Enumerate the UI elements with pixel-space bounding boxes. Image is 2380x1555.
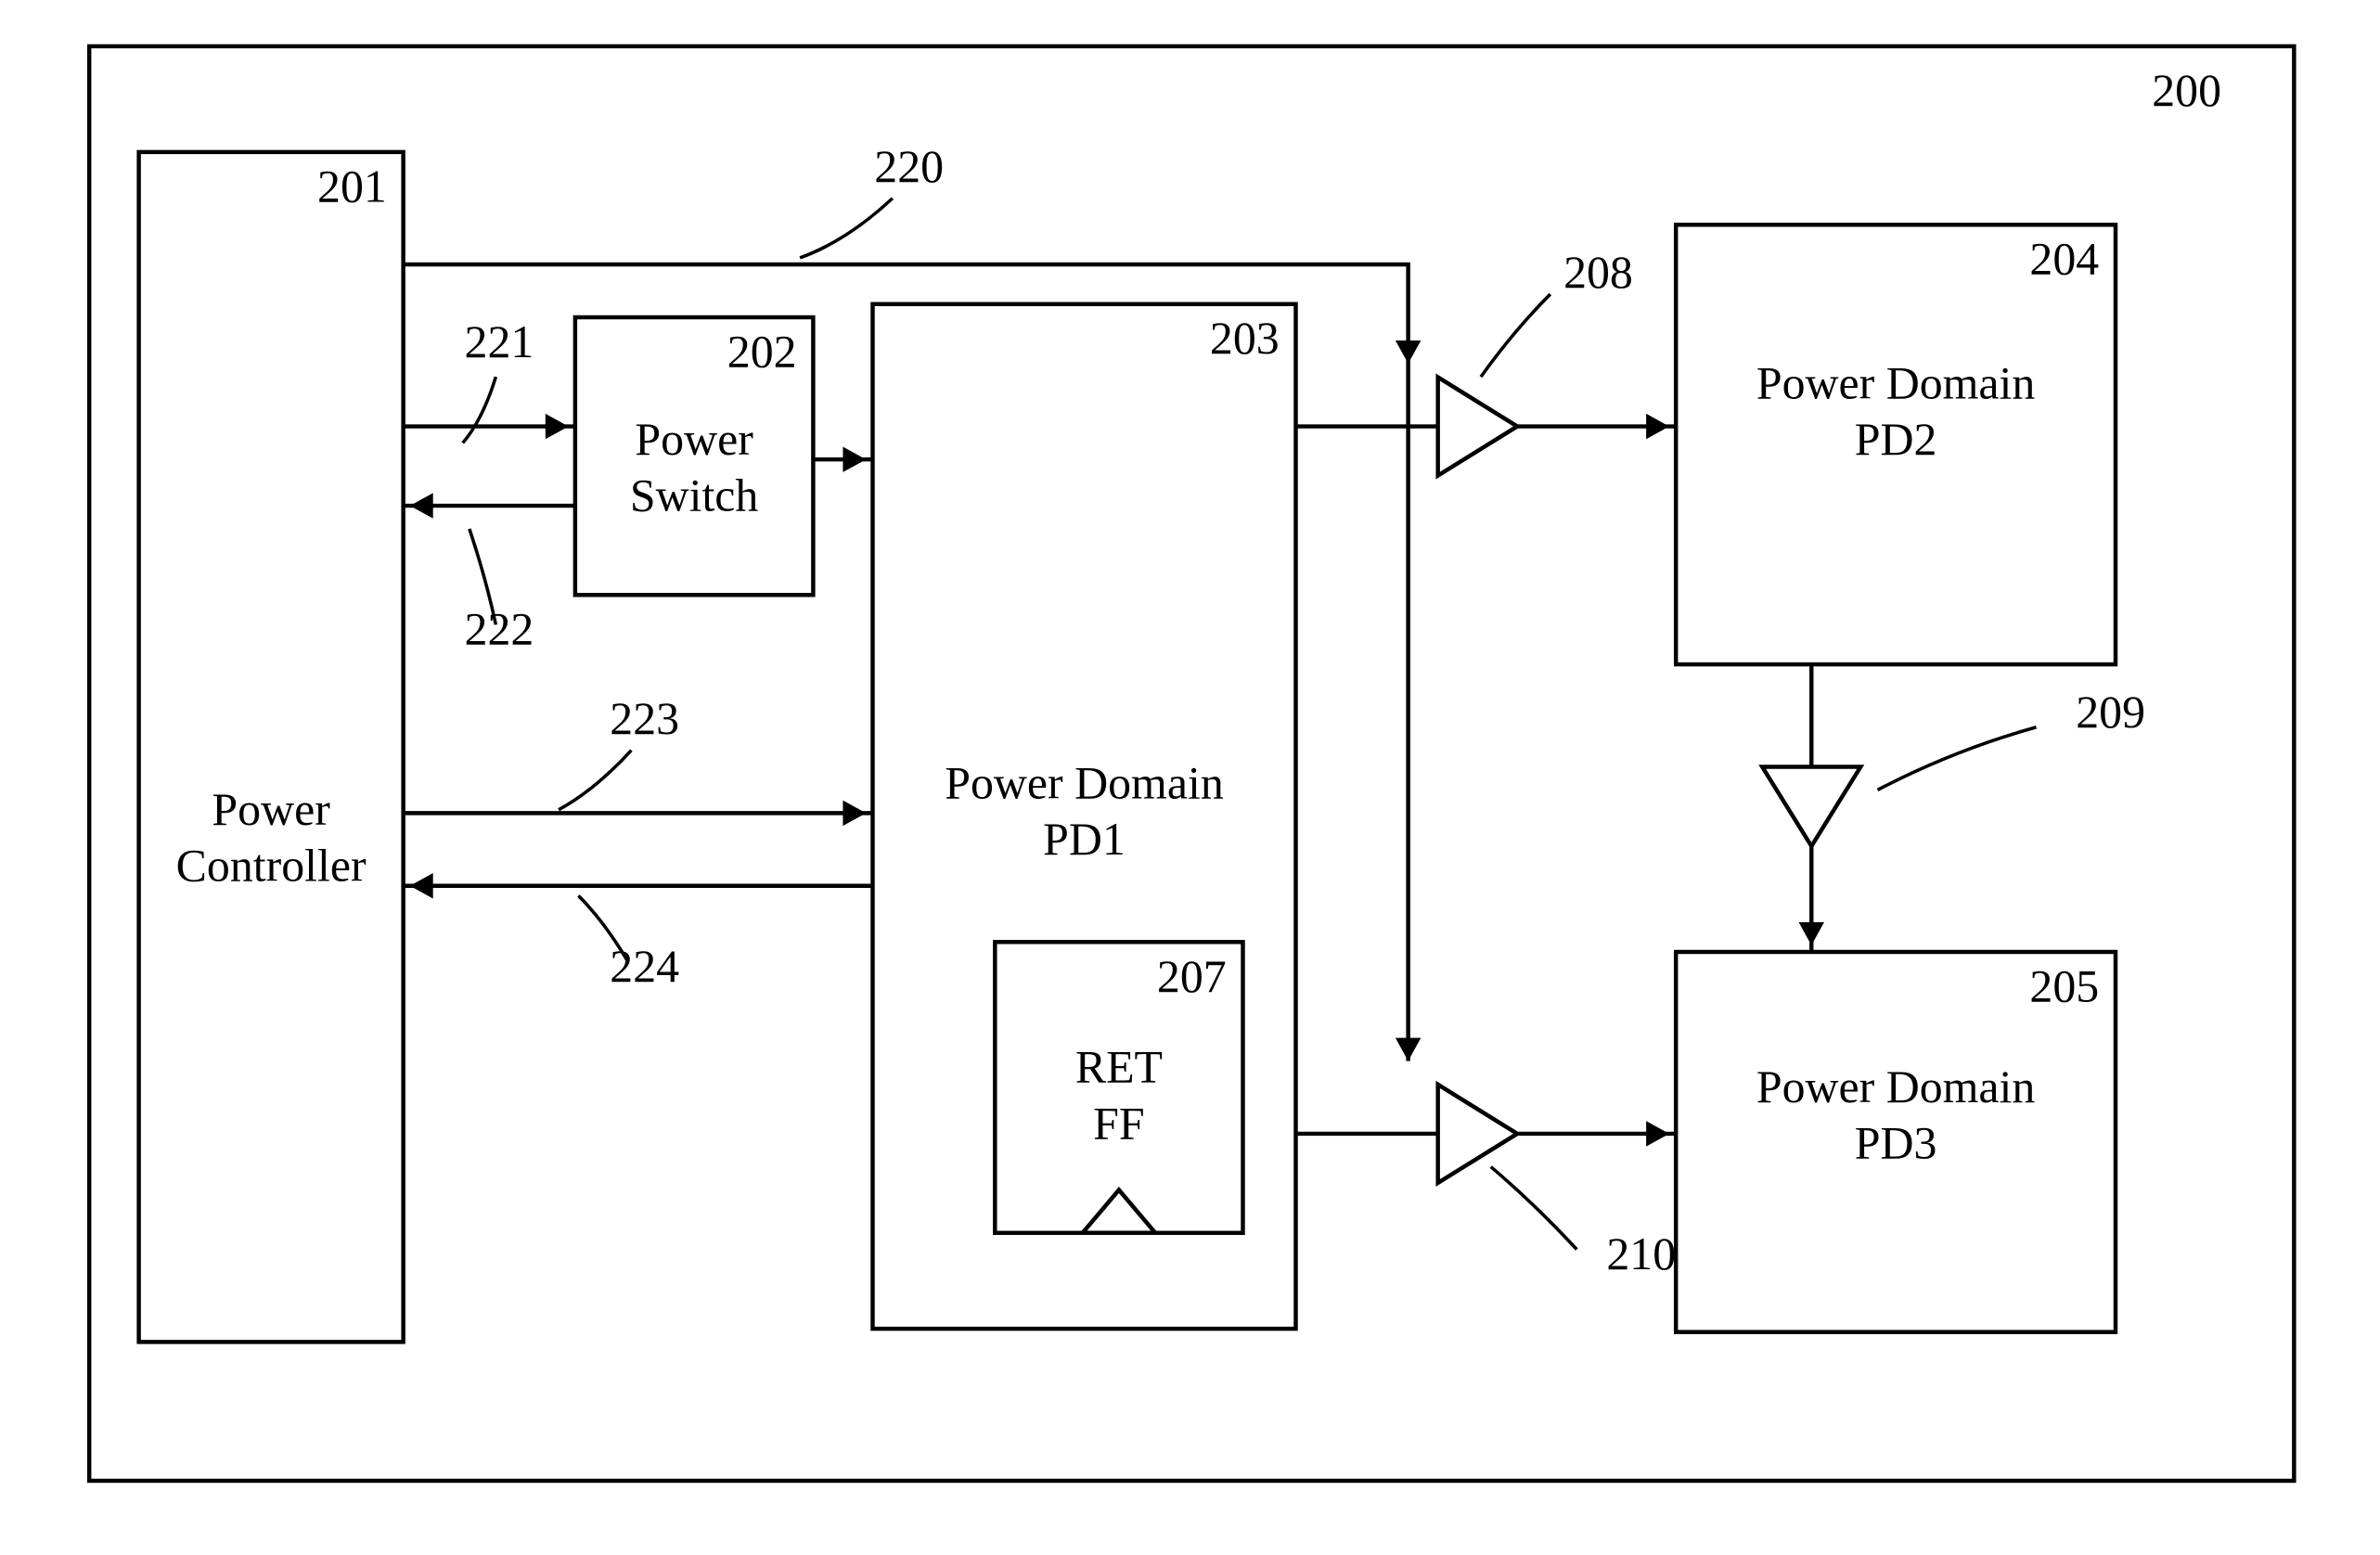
ref-200: 200 bbox=[2152, 65, 2221, 116]
r208: 208 bbox=[1563, 247, 1633, 298]
callout-w221 bbox=[463, 377, 496, 443]
c208 bbox=[1481, 294, 1550, 377]
label-pd2: Power Domain bbox=[1756, 357, 2036, 408]
arrowhead bbox=[843, 446, 866, 471]
ref-221: 221 bbox=[465, 316, 534, 367]
label-pd2: PD2 bbox=[1855, 414, 1937, 465]
arrowhead bbox=[1799, 922, 1824, 945]
ref-207: 207 bbox=[1157, 951, 1227, 1002]
ref-204: 204 bbox=[2029, 234, 2099, 285]
arrowhead bbox=[1646, 1121, 1669, 1146]
c209 bbox=[1878, 727, 2037, 790]
label-pd3: Power Domain bbox=[1756, 1061, 2036, 1112]
ref-222: 222 bbox=[465, 604, 534, 655]
ref-203: 203 bbox=[1210, 313, 1280, 364]
arrowhead bbox=[1396, 1038, 1421, 1061]
label-power_switch: Power bbox=[635, 414, 753, 465]
buffer-210 bbox=[1438, 1085, 1518, 1183]
arrowhead bbox=[410, 873, 433, 898]
buffer-209 bbox=[1762, 767, 1860, 847]
block-power_controller bbox=[139, 152, 404, 1343]
label-power_controller: Controller bbox=[176, 840, 367, 891]
label-power_switch: Switch bbox=[630, 469, 759, 520]
label-pd1: PD1 bbox=[1043, 814, 1126, 865]
arrowhead bbox=[843, 801, 866, 826]
label-pd3: PD3 bbox=[1855, 1118, 1937, 1169]
label-power_controller: Power bbox=[212, 784, 330, 835]
label-ret_ff: RET bbox=[1075, 1042, 1163, 1093]
label-ret_ff: FF bbox=[1093, 1098, 1144, 1149]
ref-223: 223 bbox=[610, 693, 679, 744]
ff-clk-notch bbox=[1083, 1190, 1155, 1233]
label-pd1: Power Domain bbox=[945, 757, 1224, 808]
ref-205: 205 bbox=[2029, 960, 2099, 1011]
ref-220: 220 bbox=[874, 141, 944, 192]
arrowhead bbox=[410, 493, 433, 518]
arrowhead bbox=[1646, 414, 1669, 439]
buffer-208 bbox=[1438, 378, 1518, 476]
arrowhead bbox=[546, 414, 569, 439]
c210 bbox=[1491, 1167, 1577, 1250]
arrowhead bbox=[1396, 341, 1421, 364]
power-domain-block-diagram: 200201PowerController202PowerSwitch203Po… bbox=[0, 0, 2380, 1553]
ref-224: 224 bbox=[610, 941, 679, 992]
r210: 210 bbox=[1606, 1228, 1676, 1279]
callout-w223 bbox=[559, 751, 631, 810]
ref-202: 202 bbox=[727, 326, 797, 377]
callout-w220 bbox=[800, 199, 893, 258]
ref-201: 201 bbox=[317, 161, 387, 212]
wire-w220 bbox=[404, 264, 1409, 1061]
r209: 209 bbox=[2076, 687, 2145, 738]
